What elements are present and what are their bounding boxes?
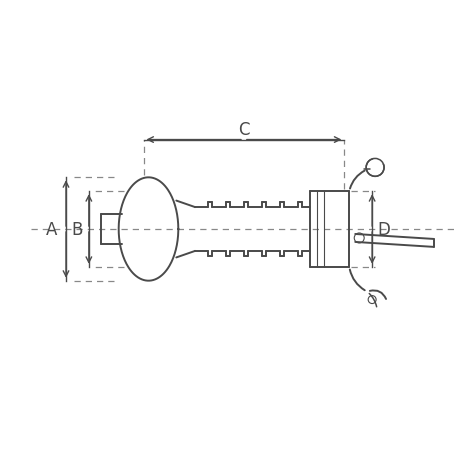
- Text: A: A: [45, 220, 56, 239]
- Text: B: B: [71, 220, 83, 239]
- Text: C: C: [238, 120, 249, 138]
- Text: D: D: [377, 220, 390, 239]
